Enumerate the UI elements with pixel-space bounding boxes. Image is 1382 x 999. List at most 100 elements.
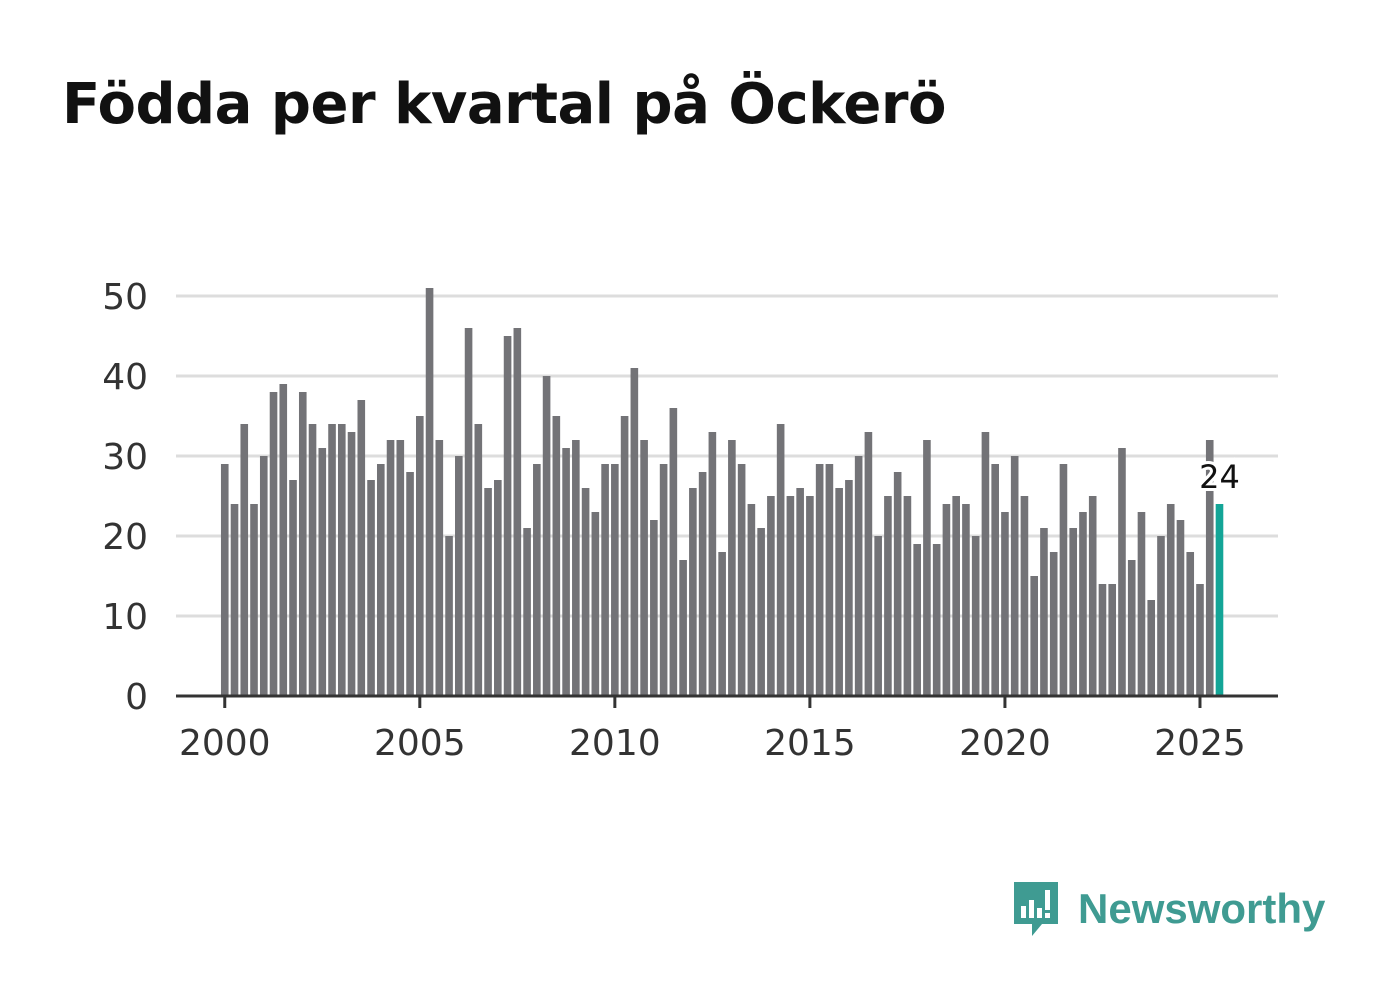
bar: [611, 464, 619, 696]
bar: [562, 448, 570, 696]
x-tick-label: 2025: [1154, 723, 1246, 764]
bar: [1020, 496, 1029, 696]
y-axis-ticks: 0 10 20 30 40 50: [102, 277, 148, 718]
bar: [796, 488, 804, 696]
bar: [815, 464, 824, 696]
bar: [776, 424, 785, 696]
bar: [230, 504, 239, 696]
bar: [806, 496, 814, 696]
bar: [435, 440, 444, 696]
y-tick-label: 10: [102, 597, 148, 638]
bar: [1157, 536, 1165, 696]
bar-chart: 0 10 20 30 40 50 2000 2005 2010 2015 2020 2025 24: [102, 277, 1278, 764]
bar: [1010, 456, 1019, 696]
bar: [318, 448, 327, 696]
bar: [893, 472, 902, 696]
bar: [874, 536, 882, 696]
bar: [572, 440, 580, 696]
brand-name: Newsworthy: [1078, 885, 1326, 932]
bar: [406, 472, 414, 696]
chart-title: Födda per kvartal på Öckerö: [62, 72, 946, 137]
bar: [279, 384, 288, 696]
bar: [591, 512, 600, 696]
bar: [1118, 448, 1126, 696]
x-tick-label: 2020: [959, 723, 1051, 764]
x-tick-label: 2000: [179, 723, 271, 764]
bar: [1196, 584, 1204, 696]
bar: [308, 424, 317, 696]
bar: [884, 496, 892, 696]
bar: [1001, 512, 1009, 696]
bar: [503, 336, 512, 696]
bar: [328, 424, 336, 696]
y-tick-label: 40: [102, 357, 148, 398]
bar: [1137, 512, 1146, 696]
bar: [854, 456, 863, 696]
bar: [425, 288, 434, 696]
bar: [962, 504, 970, 696]
y-tick-label: 0: [125, 677, 148, 718]
bar: [1088, 496, 1097, 696]
bar: [737, 464, 746, 696]
x-tick-label: 2005: [374, 723, 466, 764]
bar: [1205, 440, 1214, 696]
bar: [1127, 560, 1136, 696]
y-tick-label: 50: [102, 277, 148, 318]
bar: [250, 504, 258, 696]
bar: [542, 376, 551, 696]
bar: [728, 440, 736, 696]
bar: [259, 456, 268, 696]
bars: [220, 288, 1224, 696]
bar: [1098, 584, 1107, 696]
bar: [494, 480, 502, 696]
bar: [718, 552, 726, 696]
bar: [386, 440, 395, 696]
bar: [513, 328, 522, 696]
bar: [416, 416, 424, 696]
bar: [650, 520, 658, 696]
bar: [269, 392, 278, 696]
bar: [1030, 576, 1038, 696]
bar: [932, 544, 941, 696]
bar: [786, 496, 795, 696]
bar: [376, 464, 385, 696]
bar: [942, 504, 951, 696]
bar: [757, 528, 765, 696]
bar: [1186, 552, 1195, 696]
bar: [240, 424, 249, 696]
bar: [991, 464, 999, 696]
bar: [747, 504, 756, 696]
bar: [347, 432, 356, 696]
bar: [367, 480, 375, 696]
bar: [669, 408, 678, 696]
bar: [698, 472, 707, 696]
bar: [913, 544, 921, 696]
bar: [1108, 584, 1117, 696]
bar: [864, 432, 873, 696]
y-tick-label: 20: [102, 517, 148, 558]
bar: [220, 464, 229, 696]
bar: [533, 464, 541, 696]
bar-highlight: [1215, 504, 1224, 696]
bar: [971, 536, 980, 696]
x-axis-ticks: 2000 2005 2010 2015 2020 2025: [179, 696, 1246, 764]
bar: [445, 536, 453, 696]
bar: [484, 488, 492, 696]
bar: [464, 328, 473, 696]
bar: [1040, 528, 1048, 696]
bar: [981, 432, 990, 696]
newsworthy-logo: Newsworthy: [1010, 878, 1325, 940]
x-tick-label: 2010: [569, 723, 661, 764]
bar: [357, 400, 366, 696]
bar: [1176, 520, 1185, 696]
bar: [835, 488, 843, 696]
bar: [289, 480, 297, 696]
bar: [552, 416, 561, 696]
data-label: 24: [1199, 458, 1240, 496]
newsworthy-logo-icon: [1014, 882, 1058, 936]
bar: [952, 496, 960, 696]
bar: [825, 464, 834, 696]
x-tick-label: 2015: [764, 723, 856, 764]
bar: [474, 424, 483, 696]
data-labels: 24: [1196, 455, 1243, 499]
